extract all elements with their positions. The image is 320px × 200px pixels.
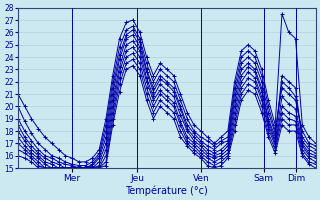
X-axis label: Température (°c): Température (°c) <box>125 185 208 196</box>
